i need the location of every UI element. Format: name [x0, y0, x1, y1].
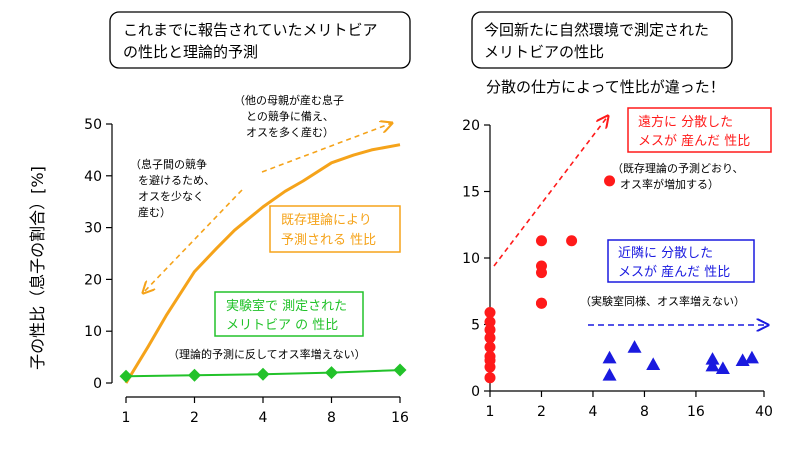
- left-title-box: [109, 11, 411, 69]
- fewer-sons-arrow: [143, 189, 243, 293]
- lab-point: [393, 363, 407, 377]
- lab-point: [119, 369, 133, 383]
- left-y-tick-label: 10: [84, 324, 102, 340]
- left-y-tick-label: 40: [84, 169, 102, 185]
- distant-trend-arrow: [493, 116, 608, 267]
- left-upper-line: オスを多く産む）: [246, 125, 334, 139]
- left-x-tick-label: 4: [259, 410, 268, 426]
- distant-point: [604, 175, 616, 187]
- lab-point: [188, 368, 201, 382]
- distant-note-line: オス率が増加する）: [620, 177, 719, 191]
- near-point: [705, 352, 720, 365]
- near-legend-text: 近隣に 分散した メスが 産んだ 性比: [618, 245, 730, 280]
- left-x-tick-label: 2: [190, 410, 199, 426]
- distant-legend-text: 遠方に 分散した メスが 産んだ 性比: [638, 114, 750, 149]
- theory-legend-box: [269, 205, 401, 253]
- left-y-tick-label: 0: [93, 376, 102, 392]
- left-x-tick-label: 1: [122, 410, 131, 426]
- right-x-tick-label: 40: [755, 404, 773, 420]
- distant-point: [535, 297, 547, 309]
- near-legend-box: [607, 239, 755, 283]
- theory-legend-text: 既存理論により 予測される 性比: [281, 212, 376, 248]
- left-lower-line: オスを少なく: [138, 190, 204, 203]
- left-lower-line: 産む）: [138, 206, 171, 219]
- theory-legend-line: 既存理論により: [281, 212, 372, 228]
- distant-note: （既存理論の予測どおり、 オス率が増加する）: [612, 161, 747, 191]
- left-upper-line: （他の母親が産む息子: [234, 93, 344, 107]
- left-lower-annotation: （息子間の競争 を避けるため、 オスを少なく 産む）: [130, 157, 219, 219]
- lab-note: （理論的予測に反してオス率増えない）: [168, 347, 366, 361]
- lab-point: [325, 366, 338, 380]
- right-title-box: [471, 11, 733, 69]
- right-y-tick-label: 5: [471, 318, 480, 334]
- right-x-tick-label: 4: [589, 404, 598, 420]
- right-x-tick-label: 8: [640, 404, 649, 420]
- left-chart: 0 10 20 30 40 50 1 2 4 8 16: [84, 117, 409, 426]
- left-x-tick-label: 16: [391, 410, 409, 426]
- theory-line: [124, 143, 401, 384]
- lab-point: [256, 367, 270, 381]
- near-point: [646, 357, 661, 370]
- distant-point: [484, 354, 496, 366]
- left-upper-annotation: （他の母親が産む息子 との競争に備え、 オスを多く産む）: [234, 93, 348, 139]
- right-title-line2: メリトビアの性比: [484, 43, 604, 61]
- lab-legend-box: [214, 291, 364, 337]
- distant-point: [484, 316, 496, 328]
- left-y-tick-label: 20: [84, 272, 102, 288]
- left-lower-line: （息子間の競争: [130, 157, 207, 171]
- distant-point: [535, 235, 547, 247]
- distant-note-line: （既存理論の予測どおり、: [612, 161, 744, 175]
- near-point: [602, 350, 617, 364]
- near-note: （実験室同様、オス率増えない）: [580, 294, 745, 308]
- near-legend-line: メスが 産んだ 性比: [618, 264, 730, 280]
- left-upper-line: との競争に備え、: [246, 109, 334, 123]
- right-subtitle: 分散の仕方によって性比が違った！: [486, 78, 725, 96]
- near-point: [744, 350, 759, 364]
- lab-legend-line: 実験室で 測定された: [226, 298, 347, 314]
- left-title-line2: の性比と理論的予測: [123, 43, 258, 61]
- lab-legend-line: メリトビア の 性比: [226, 318, 338, 333]
- distant-point: [484, 324, 496, 336]
- distant-legend-line: 遠方に 分散した: [638, 114, 733, 130]
- right-title-line1: 今回新たに自然環境で測定された: [484, 21, 709, 39]
- theory-legend-line: 予測される 性比: [281, 233, 376, 248]
- left-x-tick-label: 8: [327, 410, 336, 426]
- right-x-tick-label: 16: [687, 404, 705, 420]
- left-y-tick-label: 50: [84, 117, 102, 133]
- y-axis-label: 子の性比（息子の割合）[%]: [28, 166, 47, 370]
- distant-point: [484, 307, 496, 319]
- near-point: [627, 340, 642, 353]
- near-point: [602, 368, 617, 381]
- right-y-tick-label: 20: [462, 118, 480, 134]
- left-lower-line: を避けるため、: [138, 173, 215, 187]
- distant-legend-box: [627, 107, 772, 153]
- near-point: [715, 361, 730, 374]
- distant-point: [484, 332, 496, 344]
- distant-point: [535, 260, 547, 272]
- near-legend-line: 近隣に 分散した: [618, 245, 713, 261]
- distant-point: [484, 341, 496, 353]
- distant-point: [566, 235, 578, 247]
- left-y-tick-label: 30: [84, 221, 102, 237]
- lab-legend-text: 実験室で 測定された メリトビア の 性比: [226, 298, 351, 333]
- right-y-tick-label: 0: [471, 384, 480, 400]
- right-x-tick-label: 2: [537, 404, 546, 420]
- right-y-tick-label: 10: [462, 251, 480, 267]
- right-x-tick-label: 1: [486, 404, 495, 420]
- distant-point: [484, 372, 496, 384]
- right-y-tick-label: 15: [462, 185, 480, 201]
- distant-legend-line: メスが 産んだ 性比: [638, 133, 750, 149]
- left-title-line1: これまでに報告されていたメリトビア: [123, 21, 378, 39]
- near-point: [705, 358, 720, 372]
